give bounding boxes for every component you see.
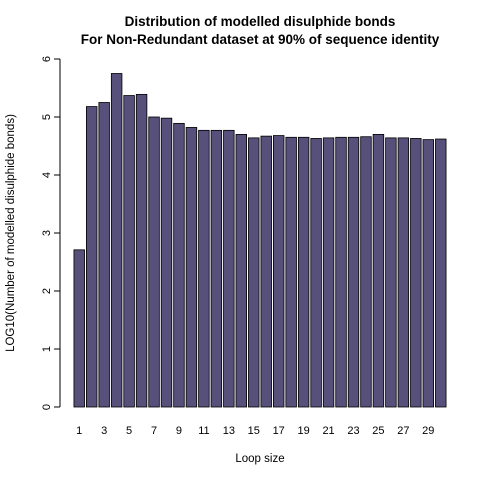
x-tick-label: 1	[76, 425, 82, 437]
bar-loop-27	[397, 137, 410, 408]
bars	[73, 73, 447, 408]
bar-loop-15	[248, 137, 260, 408]
bar-loop-20	[310, 138, 322, 408]
y-tick-label: 5	[41, 114, 53, 120]
bar-loop-22	[335, 136, 347, 408]
bar-loop-29	[422, 139, 435, 408]
bar-loop-7	[148, 116, 160, 408]
bar-loop-4	[110, 73, 123, 408]
chart-title-line2: For Non-Redundant dataset at 90% of sequ…	[81, 32, 440, 47]
y-tick-label: 3	[41, 230, 53, 236]
x-axis-label: Loop size	[235, 453, 284, 465]
y-tick-label: 6	[41, 56, 53, 62]
bar-loop-18	[285, 136, 297, 408]
bar-loop-26	[385, 137, 397, 408]
x-tick-label: 11	[198, 425, 209, 437]
bar-loop-12	[210, 129, 223, 408]
y-tick-label: 0	[41, 404, 53, 410]
bar-loop-8	[160, 117, 173, 408]
bar-loop-5	[123, 95, 135, 408]
x-tick-label: 23	[347, 425, 359, 437]
chart-title-line1: Distribution of modelled disulphide bond…	[125, 14, 396, 29]
x-tick-label: 17	[273, 425, 285, 437]
y-tick-label: 4	[41, 172, 53, 178]
y-axis-label: LOG10(Number of modelled disulphide bond…	[5, 114, 17, 352]
x-tick-label: 13	[223, 425, 235, 437]
x-tick-label: 27	[397, 425, 409, 437]
bar-loop-3	[98, 102, 110, 408]
bar-loop-6	[135, 93, 148, 408]
x-axis: 1 3 5 7 9 11 13 15 17 19 21 23 25 27 29	[76, 425, 434, 437]
bar-loop-17	[272, 135, 285, 408]
bar-loop-28	[410, 138, 422, 408]
bar-loop-23	[347, 136, 360, 408]
x-tick-label: 29	[422, 425, 434, 437]
x-tick-label: 9	[176, 425, 182, 437]
x-tick-label: 19	[298, 425, 310, 437]
bar-loop-21	[322, 137, 335, 408]
bar-loop-25	[372, 133, 385, 408]
bar-loop-13	[223, 129, 235, 408]
bar-loop-11	[198, 129, 210, 408]
y-tick-label: 1	[41, 346, 53, 352]
y-tick-label: 2	[41, 288, 53, 294]
x-tick-label: 5	[126, 425, 132, 437]
bar-loop-16	[260, 135, 272, 408]
bar-loop-14	[235, 133, 248, 408]
bar-loop-30	[435, 138, 447, 408]
x-tick-label: 7	[151, 425, 157, 437]
bar-loop-10	[185, 127, 198, 408]
bar-loop-9	[173, 122, 185, 408]
x-tick-label: 21	[322, 425, 334, 437]
bar-loop-19	[297, 136, 310, 408]
y-axis: 0 1 2 3 4 5 6	[41, 56, 61, 410]
x-tick-label: 25	[372, 425, 384, 437]
bar-loop-24	[360, 136, 372, 408]
x-tick-label: 3	[101, 425, 107, 437]
bar-loop-2	[86, 106, 98, 408]
bar-loop-1	[73, 249, 85, 408]
x-tick-label: 15	[248, 425, 260, 437]
